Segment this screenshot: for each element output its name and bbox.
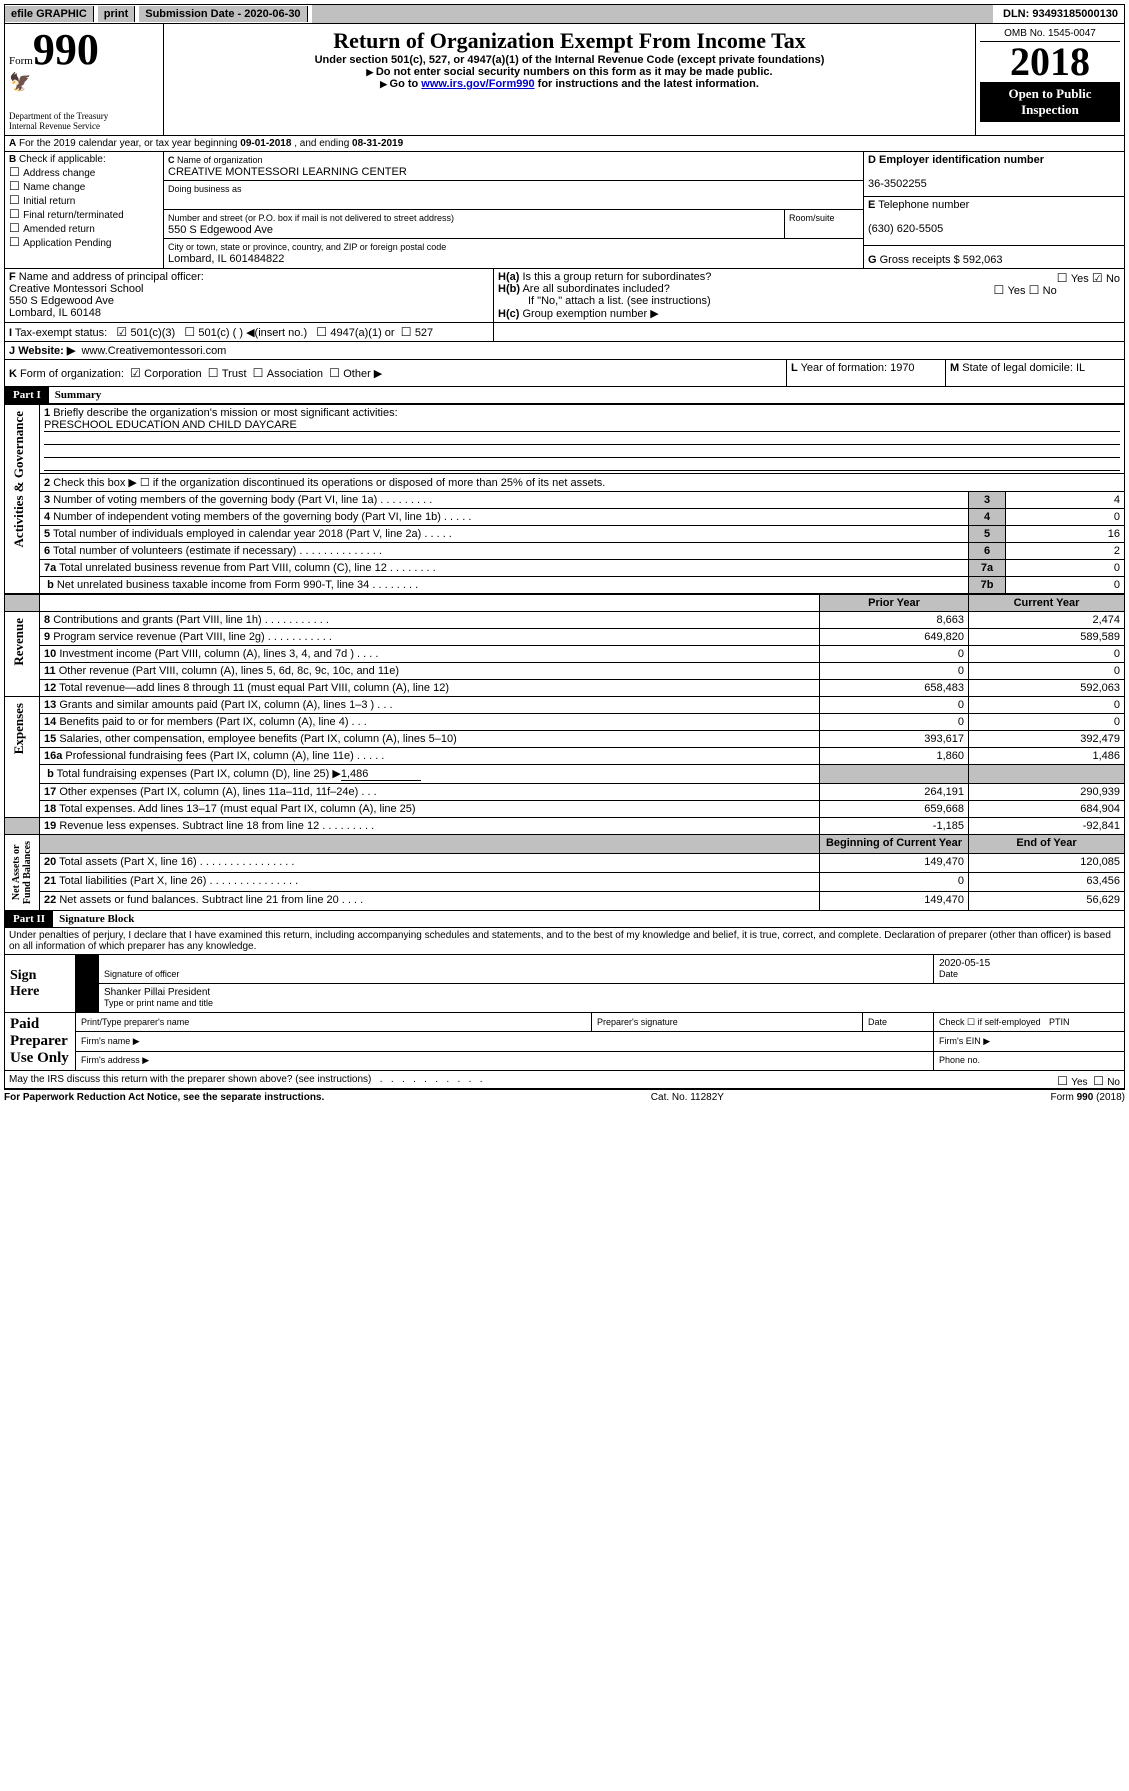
telephone: (630) 620-5505 <box>868 223 943 235</box>
paperwork-notice: For Paperwork Reduction Act Notice, see … <box>4 1092 324 1103</box>
box-f: F Name and address of principal officer:… <box>5 269 494 322</box>
year-block: OMB No. 1545-0047 2018 Open to PublicIns… <box>976 24 1124 135</box>
chk-corp[interactable]: Corporation <box>130 368 202 380</box>
klm-row: K Form of organization: Corporation Trus… <box>4 360 1125 387</box>
website-row: J Website: ▶ www.Creativemontessori.com <box>4 342 1125 360</box>
period-row: A For the 2019 calendar year, or tax yea… <box>4 136 1125 152</box>
subtitle-3: Go to www.irs.gov/Form990 for instructio… <box>168 78 971 90</box>
cat-no: Cat. No. 11282Y <box>651 1092 724 1103</box>
v7b: 0 <box>1006 577 1125 595</box>
dln-value: 93493185000130 <box>1032 8 1118 20</box>
chk-final-return[interactable]: Final return/terminated <box>9 210 124 221</box>
submission-date-value: 2020-06-30 <box>244 8 300 20</box>
chk-address-change[interactable]: Address change <box>9 168 95 179</box>
footer-row: For Paperwork Reduction Act Notice, see … <box>4 1089 1125 1103</box>
tax-year: 2018 <box>980 42 1120 82</box>
summary-table: Activities & Governance 1 Briefly descri… <box>4 404 1125 911</box>
chk-amended[interactable]: Amended return <box>9 224 95 235</box>
v3: 4 <box>1006 492 1125 509</box>
website-value: www.Creativemontessori.com <box>81 345 226 357</box>
title-block: Return of Organization Exempt From Incom… <box>164 24 976 135</box>
chk-app-pending[interactable]: Application Pending <box>9 238 112 249</box>
tax-exempt-row: I Tax-exempt status: 501(c)(3) 501(c) ( … <box>4 323 1125 342</box>
subtitle-2: Do not enter social security numbers on … <box>168 66 971 78</box>
print-button[interactable]: print <box>98 6 135 22</box>
v6: 2 <box>1006 543 1125 560</box>
topbar-spacer <box>312 5 993 23</box>
period-end: 08-31-2019 <box>352 138 403 149</box>
box-deg: D Employer identification number 36-3502… <box>864 152 1124 268</box>
form-title: Return of Organization Exempt From Incom… <box>168 28 971 54</box>
period-begin: 09-01-2018 <box>240 138 291 149</box>
form-id-block: Form990 🦅 Department of the Treasury Int… <box>5 24 164 135</box>
subtitle-1: Under section 501(c), 527, or 4947(a)(1)… <box>168 54 971 66</box>
sign-here-label: Sign Here <box>5 955 76 1013</box>
efile-topbar: efile GRAPHIC print Submission Date - 20… <box>4 4 1125 24</box>
open-public: Open to PublicInspection <box>980 82 1120 122</box>
side-expenses: Expenses <box>9 699 29 758</box>
box-b: B Check if applicable: Address change Na… <box>5 152 164 268</box>
penalty-text: Under penalties of perjury, I declare th… <box>4 928 1125 954</box>
officer-name: Creative Montessori School <box>9 283 144 295</box>
org-name: CREATIVE MONTESSORI LEARNING CENTER <box>168 166 407 178</box>
chk-initial-return[interactable]: Initial return <box>9 196 75 207</box>
gross-receipts: 592,063 <box>963 254 1003 266</box>
form-footer: Form 990 (2018) <box>1051 1092 1125 1103</box>
v4: 0 <box>1006 509 1125 526</box>
box-h: H(a) Is this a group return for subordin… <box>494 269 1124 322</box>
part2-header: Part II Signature Block <box>4 911 1125 928</box>
v5: 16 <box>1006 526 1125 543</box>
state-domicile: IL <box>1076 362 1085 374</box>
discuss-row: May the IRS discuss this return with the… <box>4 1071 1125 1089</box>
side-netassets: Net Assets or Fund Balances <box>9 837 35 908</box>
part1-header: Part I Summary <box>4 387 1125 404</box>
mission-text: PRESCHOOL EDUCATION AND CHILD DAYCARE <box>44 419 1120 432</box>
chk-name-change[interactable]: Name change <box>9 182 85 193</box>
v7a: 0 <box>1006 560 1125 577</box>
dept-label: Department of the Treasury Internal Reve… <box>9 111 159 131</box>
efile-graphic-label: efile GRAPHIC <box>5 6 94 22</box>
h-a-no[interactable]: No <box>1092 273 1120 285</box>
org-city: Lombard, IL 601484822 <box>168 253 284 265</box>
irs-link[interactable]: www.irs.gov/Form990 <box>421 78 534 90</box>
org-info-grid: B Check if applicable: Address change Na… <box>4 152 1125 269</box>
sig-date: 2020-05-15 <box>939 958 990 969</box>
year-formation: 1970 <box>890 362 914 374</box>
chk-501c3[interactable]: 501(c)(3) <box>116 327 175 339</box>
submission-date-label: Submission Date - 2020-06-30 <box>139 6 307 22</box>
side-activities: Activities & Governance <box>9 407 29 551</box>
form-number: 990 <box>33 25 99 74</box>
officer-name-sig: Shanker Pillai President <box>104 987 210 998</box>
box-c: C Name of organization CREATIVE MONTESSO… <box>164 152 864 268</box>
form-header: Form990 🦅 Department of the Treasury Int… <box>4 24 1125 136</box>
org-street: 550 S Edgewood Ave <box>168 224 273 236</box>
officer-group-row: F Name and address of principal officer:… <box>4 269 1125 323</box>
dln: DLN: 93493185000130 <box>997 6 1124 22</box>
ein: 36-3502255 <box>868 178 927 190</box>
signature-table: Sign Here Signature of officer 2020-05-1… <box>4 954 1125 1071</box>
paid-preparer-label: Paid Preparer Use Only <box>5 1013 76 1071</box>
side-revenue: Revenue <box>9 614 29 670</box>
